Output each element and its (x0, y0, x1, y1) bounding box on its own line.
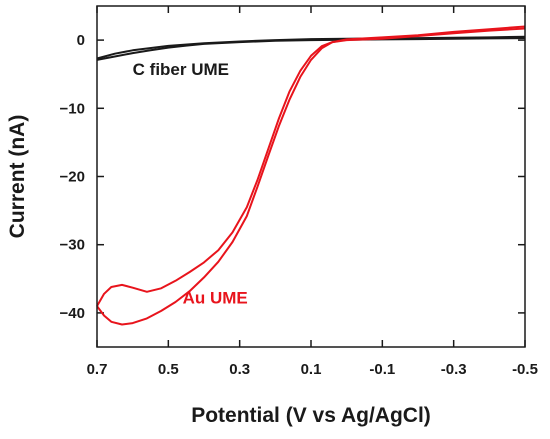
y-tick-label: −30 (60, 237, 85, 254)
au-ume-reverse-scan (96, 25, 526, 326)
x-axis-title: Potential (V vs Ag/AgCl) (191, 404, 431, 427)
x-tick-label: 0.7 (87, 361, 108, 378)
tick-labels: 0.7 0.5 0.3 0.1 -0.1 -0.3 -0.5 0 −10 −20 −30 −40 (60, 32, 538, 378)
au-ume-forward-scan (96, 27, 526, 307)
au-ume-label: Au UME (183, 288, 248, 307)
y-axis-title: Current (nA) (6, 115, 29, 239)
x-tick-label: 0.5 (158, 361, 179, 378)
c-fiber-ume-label: C fiber UME (133, 60, 229, 79)
x-tick-label: 0.3 (229, 361, 250, 378)
x-tick-label: -0.5 (512, 361, 538, 378)
x-tick-label: -0.3 (441, 361, 467, 378)
c-fiber-ume-reverse-scan (96, 35, 526, 60)
y-tick-label: −10 (60, 100, 85, 117)
x-tick-label: -0.1 (369, 361, 395, 378)
y-tick-label: −20 (60, 169, 85, 186)
y-tick-label: 0 (77, 32, 85, 49)
x-tick-label: 0.1 (301, 361, 322, 378)
series-labels: C fiber UME Au UME (133, 60, 248, 307)
y-tick-label: −40 (60, 305, 85, 322)
series-lines (96, 25, 526, 326)
plot-frame (96, 5, 526, 348)
